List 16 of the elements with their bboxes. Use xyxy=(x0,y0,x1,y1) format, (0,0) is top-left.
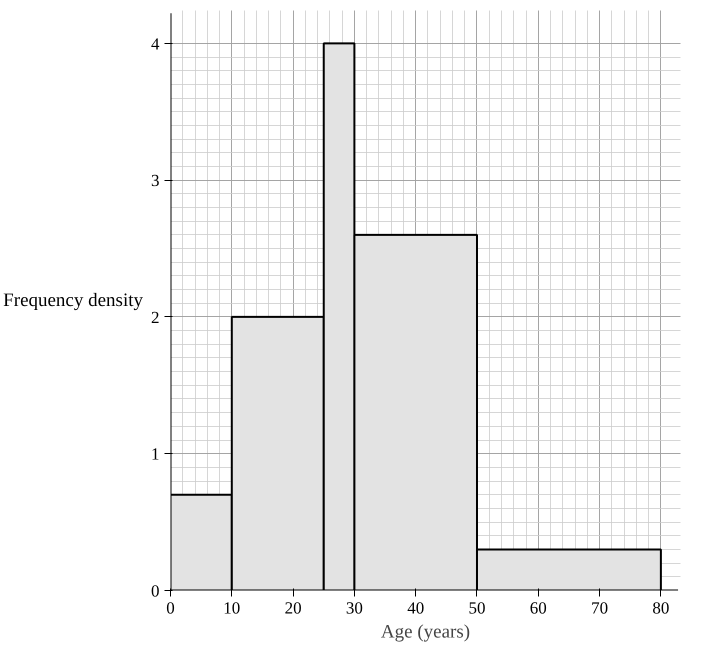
x-tick-label: 60 xyxy=(530,598,547,618)
x-tick-label: 70 xyxy=(591,598,608,618)
y-tick-label: 2 xyxy=(151,308,160,327)
x-tick-label: 30 xyxy=(346,598,363,618)
y-tick-label: 1 xyxy=(151,444,160,464)
x-tick-label: 80 xyxy=(652,598,670,618)
y-axis-title: Frequency density xyxy=(3,290,144,311)
x-tick-label: 50 xyxy=(468,598,486,618)
x-tick-label: 20 xyxy=(284,598,302,618)
x-tick-label: 0 xyxy=(166,598,175,618)
x-tick-label: 40 xyxy=(407,598,424,618)
y-tick-label: 3 xyxy=(151,171,160,190)
x-axis-title: Age (years) xyxy=(380,622,470,642)
y-tick-label: 0 xyxy=(151,582,160,600)
y-tick-label: 4 xyxy=(151,34,160,54)
x-tick-label: 10 xyxy=(223,598,240,618)
